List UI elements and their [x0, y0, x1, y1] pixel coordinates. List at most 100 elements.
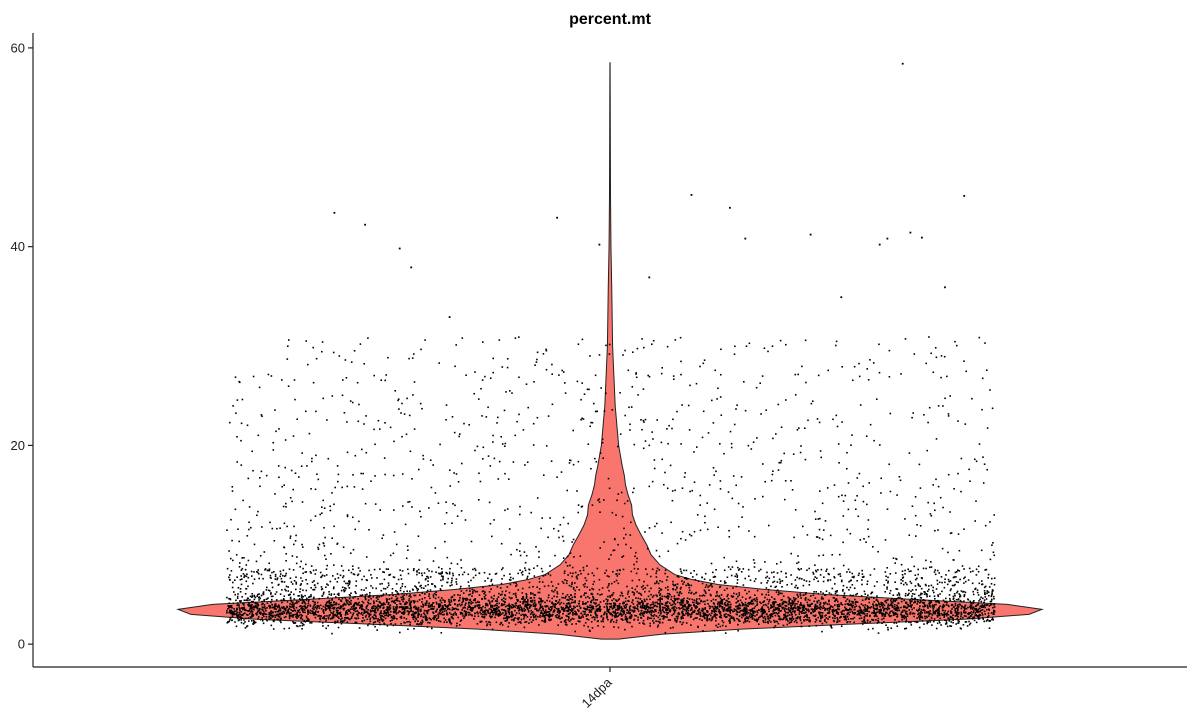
data-point	[356, 613, 358, 616]
data-point	[733, 353, 736, 355]
data-point	[714, 606, 717, 609]
data-point	[925, 362, 927, 365]
data-point	[256, 607, 259, 609]
data-point	[736, 613, 738, 616]
data-point	[390, 623, 392, 625]
data-point	[407, 607, 409, 609]
data-point	[509, 579, 512, 581]
data-point	[574, 596, 576, 598]
data-point	[950, 532, 953, 534]
data-point	[872, 606, 875, 608]
data-point	[773, 571, 775, 573]
data-point	[535, 546, 537, 548]
data-point	[790, 617, 793, 620]
data-point	[246, 625, 249, 627]
data-point	[435, 594, 437, 596]
data-point	[439, 599, 442, 601]
data-point	[688, 603, 690, 606]
data-point	[303, 608, 306, 611]
data-point	[729, 430, 732, 433]
data-point	[624, 349, 626, 352]
data-point	[753, 566, 756, 568]
data-point	[745, 607, 748, 609]
data-point	[987, 612, 990, 615]
data-point	[681, 404, 683, 406]
data-point	[648, 607, 650, 609]
data-point	[671, 614, 673, 617]
data-point	[321, 506, 323, 508]
data-point	[493, 611, 496, 614]
data-point	[682, 608, 684, 610]
data-point	[413, 428, 416, 430]
data-point	[654, 601, 657, 604]
data-point	[283, 522, 286, 525]
data-point	[847, 618, 850, 620]
data-point	[371, 605, 374, 608]
data-point	[715, 619, 717, 622]
data-point	[342, 607, 344, 610]
data-point	[891, 604, 894, 607]
data-point	[395, 609, 397, 611]
data-point	[496, 604, 498, 607]
data-point	[666, 487, 669, 490]
data-point	[504, 445, 506, 447]
data-point	[661, 609, 664, 611]
data-point	[378, 613, 381, 615]
data-point	[533, 381, 535, 383]
data-point	[963, 577, 965, 580]
data-point	[328, 602, 331, 605]
data-point	[345, 587, 347, 590]
data-point	[533, 594, 535, 596]
data-point	[500, 622, 503, 624]
data-point	[889, 592, 891, 595]
data-point	[965, 607, 968, 610]
data-point	[283, 575, 286, 578]
data-point	[448, 571, 451, 574]
data-point	[353, 350, 356, 352]
data-point	[680, 360, 682, 363]
data-point	[511, 616, 513, 618]
data-point	[307, 363, 309, 366]
data-point	[279, 593, 282, 595]
data-point	[993, 577, 996, 579]
data-point	[290, 591, 292, 593]
data-point	[297, 609, 299, 612]
data-point	[232, 612, 234, 615]
data-point	[455, 581, 457, 583]
data-point	[821, 630, 823, 633]
data-point	[900, 563, 903, 566]
data-point	[786, 623, 789, 626]
data-point	[377, 604, 379, 606]
data-point	[485, 613, 487, 615]
data-point	[901, 574, 904, 576]
data-point	[725, 599, 728, 602]
data-point	[621, 608, 623, 610]
data-point	[910, 600, 912, 603]
data-point	[928, 600, 930, 602]
data-point	[810, 603, 813, 605]
data-point	[263, 599, 265, 601]
data-point	[893, 622, 895, 624]
data-point	[397, 593, 400, 596]
data-point	[712, 602, 715, 604]
data-point	[944, 610, 946, 612]
data-point	[328, 591, 330, 593]
data-point	[761, 609, 763, 611]
data-point	[827, 579, 829, 581]
data-point	[496, 607, 499, 610]
data-point	[683, 569, 685, 572]
data-point	[312, 606, 315, 608]
data-point	[282, 606, 285, 608]
data-point	[483, 615, 486, 618]
data-point	[261, 619, 264, 622]
data-point	[500, 613, 502, 615]
data-point	[812, 608, 814, 611]
data-point	[278, 613, 280, 616]
data-point	[448, 600, 450, 603]
data-point	[792, 453, 795, 455]
data-point	[489, 621, 492, 624]
data-point	[336, 611, 338, 613]
data-point	[734, 345, 736, 348]
data-point	[794, 614, 797, 616]
data-point	[685, 612, 687, 615]
